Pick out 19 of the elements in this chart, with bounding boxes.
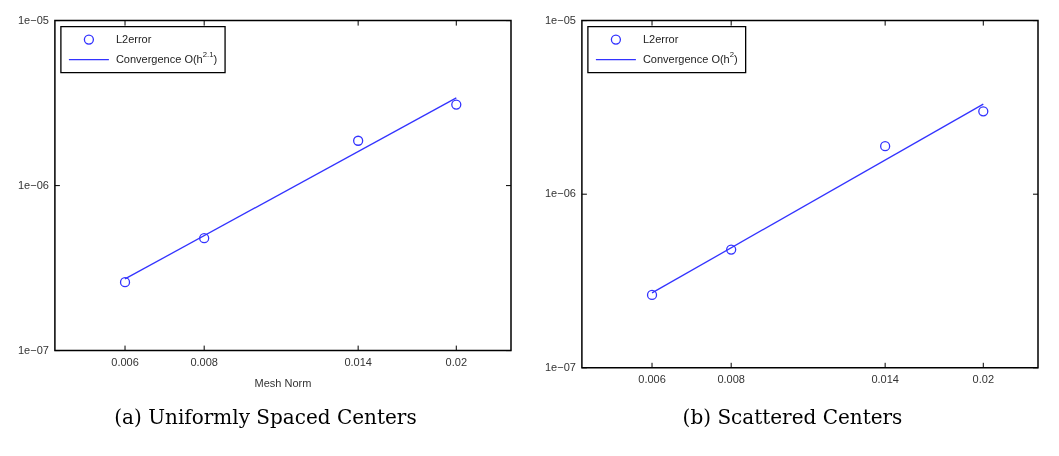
x-tick-label: 0.006 <box>111 356 139 369</box>
x-tick-label: 0.008 <box>190 356 218 369</box>
x-tick-label: 0.008 <box>717 373 745 386</box>
legend-label: L2error <box>115 32 152 45</box>
y-tick-label: 1e−06 <box>544 187 576 200</box>
legend-label: L2error <box>642 32 679 45</box>
x-tick-label: 0.014 <box>344 356 372 369</box>
x-axis-title: Mesh Norm <box>254 377 312 390</box>
y-tick-label: 1e−05 <box>17 13 49 26</box>
y-tick-label: 1e−07 <box>544 360 576 373</box>
text: (a) Uniformly Spaced Centers <box>113 405 418 429</box>
x-tick-label: 0.02 <box>972 373 994 386</box>
x-tick-label: 0.006 <box>638 373 666 386</box>
y-tick-label: 1e−07 <box>17 343 49 356</box>
y-tick-label: 1e−06 <box>17 178 49 191</box>
x-tick-label: 0.014 <box>871 373 899 386</box>
text: (b) Scattered Centers <box>681 405 904 429</box>
y-tick-label: 1e−05 <box>544 13 576 26</box>
x-tick-label: 0.02 <box>445 356 467 369</box>
